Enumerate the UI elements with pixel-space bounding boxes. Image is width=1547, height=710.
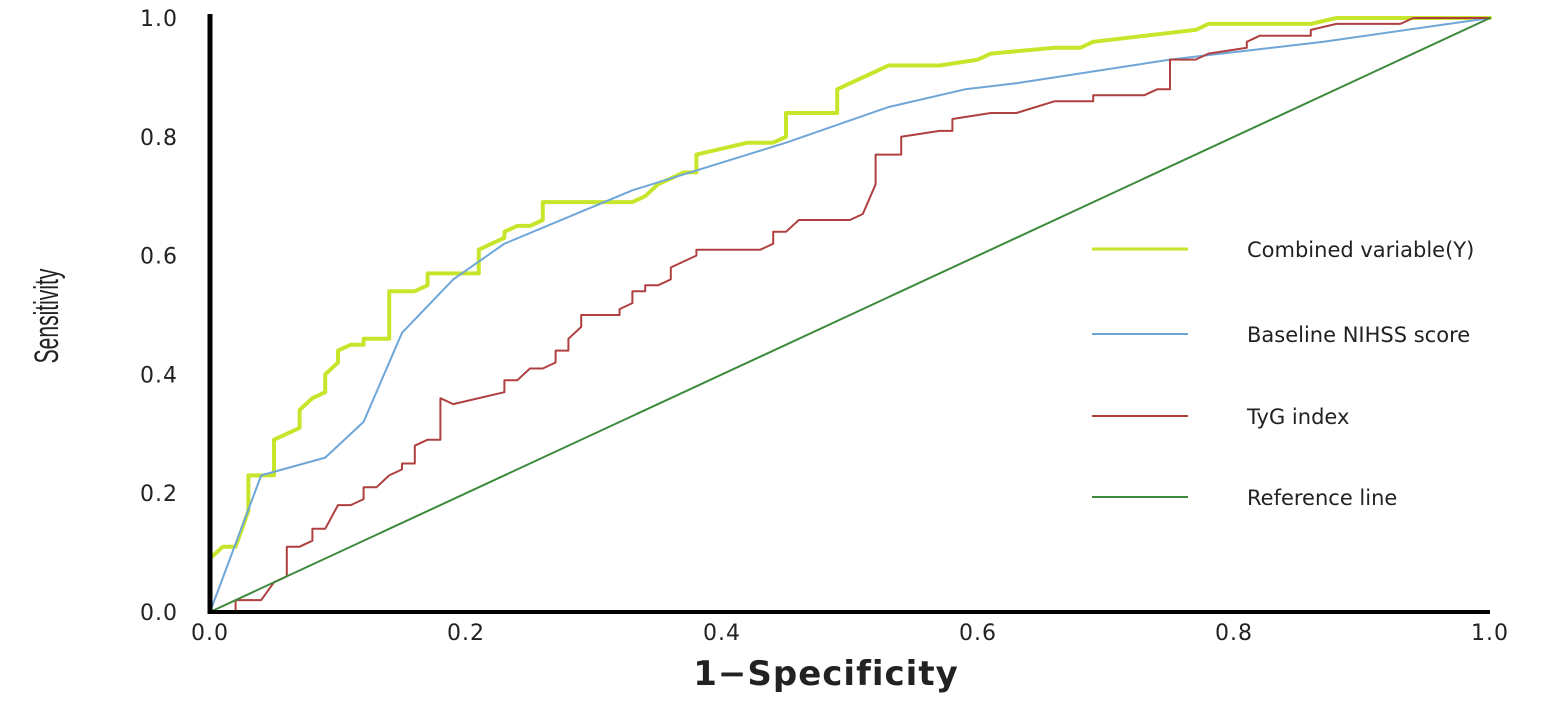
series-line-combined-variable-y [208, 16, 1492, 614]
legend-label-reference-line: Reference line [1247, 486, 1397, 510]
x-tick-label: 0.0 [191, 621, 229, 646]
x-tick-label: 1.0 [1471, 621, 1509, 646]
x-tick-label: 0.2 [447, 621, 485, 646]
legend-label-combined-variable-y: Combined variable(Y) [1247, 238, 1474, 262]
axes [207, 14, 1490, 614]
x-tick-label: 0.4 [703, 621, 741, 646]
x-axis-title: 1−Specificity [693, 654, 959, 694]
legend-label-tyg-index: TyG index [1246, 405, 1349, 429]
tick-labels: 0.0 0.2 0.4 0.6 0.8 1.0 0.0 0.2 0.4 0.6 0.8 1.0 [140, 7, 1509, 646]
y-tick-label: 0.4 [140, 363, 178, 388]
y-tick-label: 1.0 [140, 7, 178, 32]
x-tick-label: 0.8 [1215, 621, 1253, 646]
series-line-reference-line [209, 17, 1491, 613]
legend: Combined variable(Y) Baseline NIHSS score… [1092, 238, 1474, 510]
y-tick-label: 0.0 [140, 601, 178, 626]
plot-area [208, 16, 1492, 614]
y-tick-label: 0.2 [140, 482, 178, 507]
series-line-tyg-index [209, 17, 1491, 613]
x-tick-label: 0.6 [959, 621, 997, 646]
y-tick-label: 0.8 [140, 126, 178, 151]
series-line-baseline-nihss-score [209, 17, 1491, 613]
legend-label-baseline-nihss-score: Baseline NIHSS score [1247, 323, 1470, 347]
y-axis-title: Sensitivity [27, 268, 65, 363]
y-tick-label: 0.6 [140, 245, 178, 270]
